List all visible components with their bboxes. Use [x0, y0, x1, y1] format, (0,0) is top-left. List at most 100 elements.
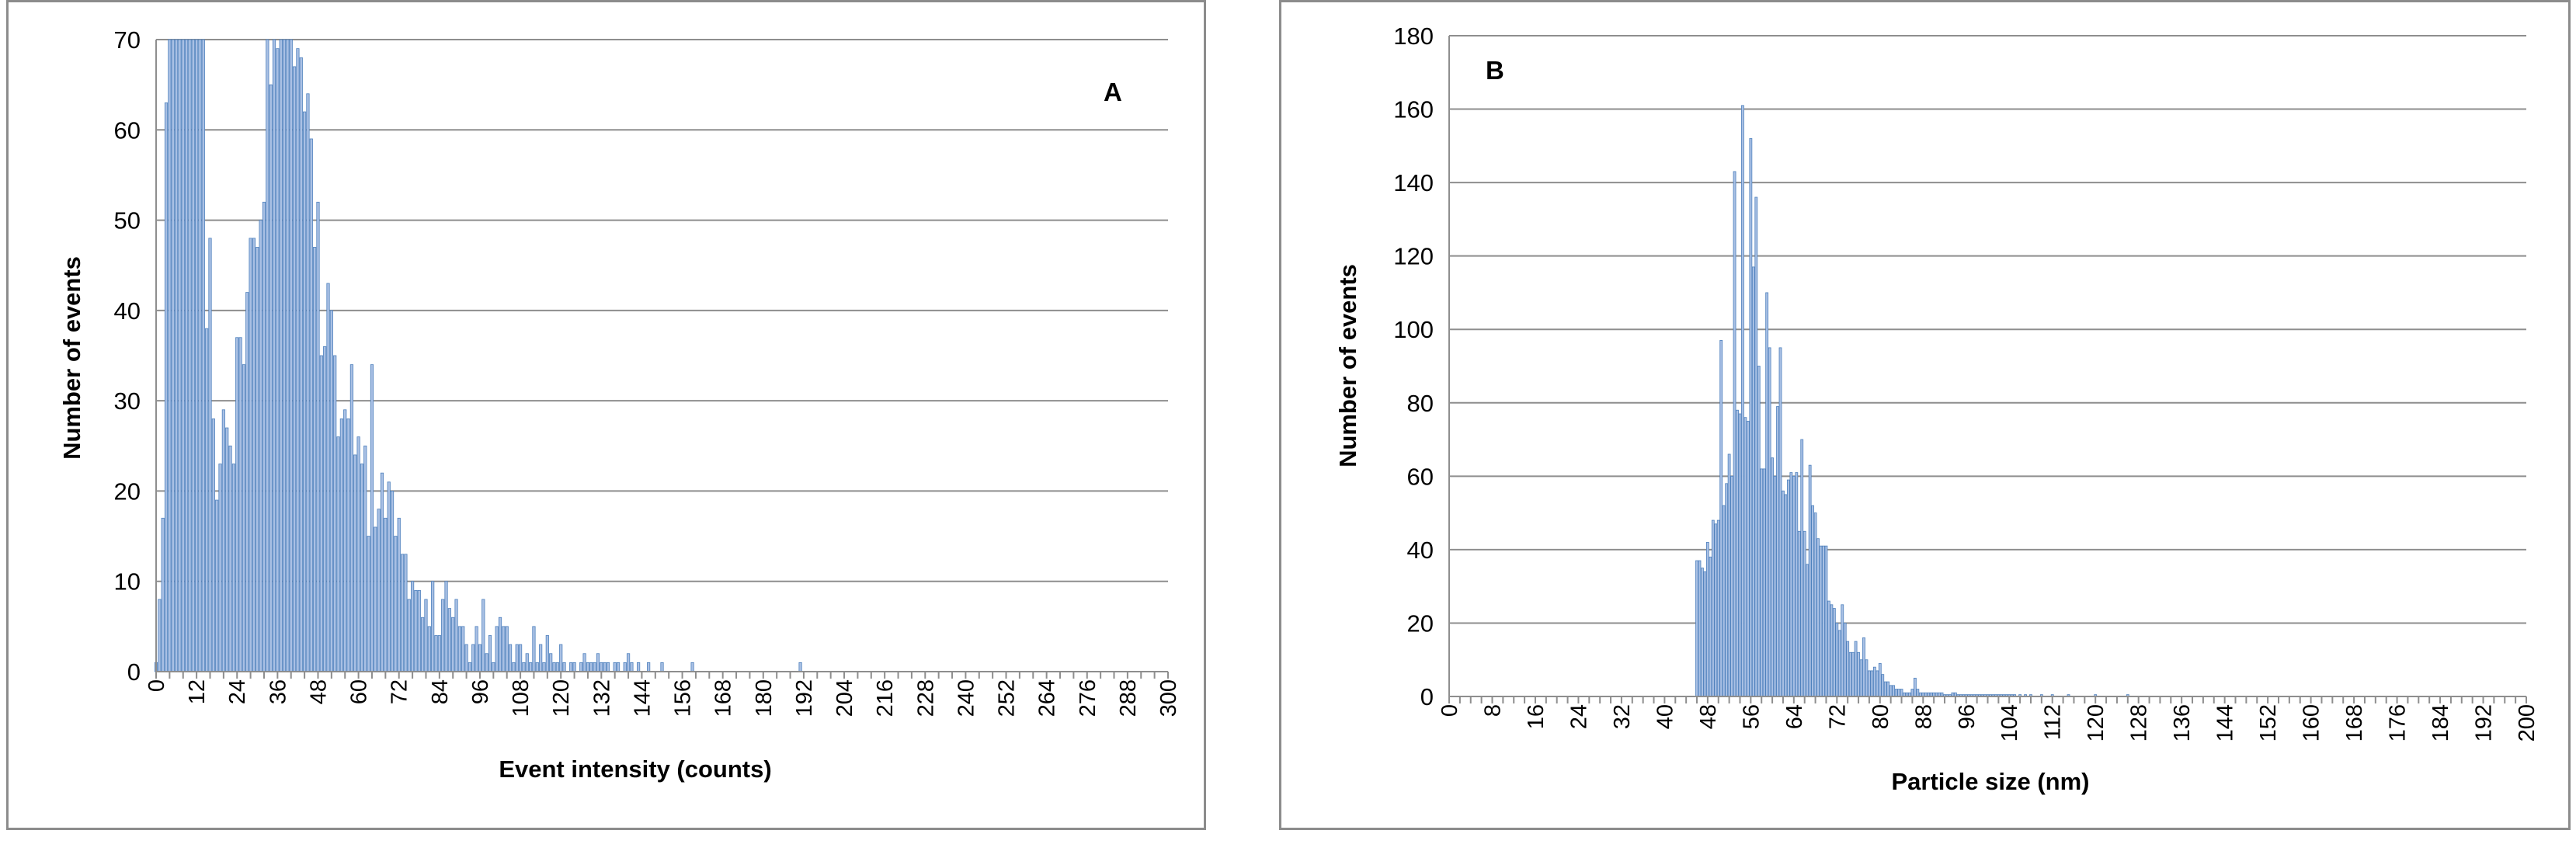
chart-a-bar: [555, 662, 559, 672]
chart-b-bar: [1848, 651, 1852, 697]
chart-a-bar: [468, 662, 472, 672]
chart-a-bar: [367, 536, 370, 672]
chart-a-bar: [349, 364, 354, 672]
chart-a-bar: [235, 337, 239, 672]
chart-a-bar: [333, 355, 337, 672]
chart-b-bar: [1782, 490, 1785, 697]
chart-a-y-tick-label: 60: [114, 116, 141, 144]
chart-a-y-axis-title: Number of events: [58, 256, 85, 460]
chart-a-bar: [215, 499, 219, 672]
chart-a-svg: 0 10 20 30 40 50 60 70 0 12 24 36 48 60 72 84 96 108 120 1…: [58, 26, 1181, 783]
chart-b-x-tick-label: 88: [1911, 704, 1936, 729]
chart-b-bar: [1730, 475, 1733, 697]
chart-b-bar: [1703, 571, 1707, 697]
chart-a-bar: [269, 84, 273, 672]
chart-b-bar: [1792, 475, 1796, 697]
chart-a-bar: [282, 39, 287, 672]
chart-b-bar: [1733, 171, 1736, 697]
chart-a-bar: [384, 517, 388, 672]
chart-b-bar: [1776, 406, 1779, 697]
chart-b-bar: [1698, 560, 1702, 697]
chart-b-gridlines: [1449, 35, 2526, 697]
chart-a-x-tick-label: 72: [388, 679, 412, 704]
chart-a-x-tick-labels: 0 12 24 36 48 60 72 84 96 108 120 132 144 156 168 180 19…: [144, 679, 1181, 717]
chart-b-y-axis-title: Number of events: [1334, 264, 1361, 467]
chart-a-bar: [471, 644, 475, 672]
chart-a-bar: [424, 599, 428, 672]
chart-a-bar: [488, 635, 492, 672]
chart-a-bar: [164, 102, 169, 672]
chart-a-bar: [582, 653, 586, 672]
chart-a-bar: [242, 364, 246, 672]
chart-b-bar: [1872, 666, 1876, 697]
chart-b-x-tick-labels: 0 8 16 24 32 40 48 56 64 72 80 88 96 104 112 120 128 136 1…: [1437, 704, 2539, 742]
chart-b-bar: [1787, 479, 1790, 697]
chart-b-x-tick-label: 24: [1566, 704, 1591, 729]
chart-b-x-tick-label: 176: [2386, 704, 2411, 742]
chart-a-bar: [353, 454, 357, 672]
chart-b-x-tick-label: 200: [2515, 704, 2539, 742]
chart-b-x-tick-label: 80: [1869, 704, 1893, 729]
chart-a-bar: [485, 653, 488, 672]
chart-b-bar: [1757, 366, 1761, 697]
chart-a-bar: [390, 491, 395, 672]
chart-b-bar: [1719, 340, 1723, 697]
chart-a-bar: [266, 39, 269, 672]
chart-a-bar: [464, 644, 468, 672]
chart-a-bar: [400, 554, 405, 672]
chart-a-x-tick-label: 48: [306, 679, 331, 704]
chart-b-bars: [1695, 105, 2129, 697]
chart-b-bar: [1881, 674, 1885, 697]
chart-a-bar: [195, 39, 199, 672]
chart-a-bar: [603, 662, 607, 672]
chart-a-bar: [626, 653, 631, 672]
chart-b-x-tick-label: 8: [1480, 704, 1505, 717]
chart-a-bar: [427, 626, 431, 672]
chart-b-x-tick-label: 104: [1997, 704, 2022, 742]
chart-a-y-tick-label: 40: [114, 297, 141, 325]
chart-b-bar: [1789, 472, 1793, 697]
chart-a-bar: [431, 581, 435, 672]
chart-a-bar: [326, 283, 330, 672]
chart-a-bar: [630, 662, 634, 672]
chart-a-bar: [407, 599, 411, 672]
chart-a-bar: [478, 644, 482, 672]
chart-a-bar: [309, 138, 313, 672]
chart-b-x-tick-label: 72: [1825, 704, 1850, 729]
chart-b-bar: [1778, 347, 1782, 697]
chart-a-bar: [545, 635, 549, 672]
chart-b-y-tick-label: 160: [1393, 96, 1434, 123]
chart-a-x-tick-label: 84: [428, 679, 453, 704]
chart-a-x-tick-label: 168: [711, 679, 736, 717]
chart-b-bar: [1773, 475, 1777, 697]
chart-a-bar: [593, 662, 596, 672]
chart-a-bar: [515, 644, 519, 672]
chart-a-bar: [262, 201, 266, 672]
chart-b-x-tick-label: 144: [2213, 704, 2238, 742]
chart-b-bar: [1868, 670, 1871, 697]
chart-a-bar: [184, 39, 189, 672]
chart-a-x-tick-label: 108: [509, 679, 534, 717]
chart-a-bar: [228, 445, 232, 672]
chart-b-x-tick-label: 16: [1524, 704, 1549, 729]
chart-b-y-tick-label: 80: [1407, 390, 1434, 417]
chart-a-bar: [660, 662, 664, 672]
chart-a-bar: [356, 436, 360, 672]
chart-a-bar: [529, 662, 533, 672]
chart-a-bar: [512, 662, 516, 672]
chart-b-x-tick-label: 64: [1782, 704, 1807, 729]
chart-b-x-tick-label: 112: [2041, 704, 2066, 740]
chart-b-y-tick-label: 60: [1407, 463, 1434, 490]
chart-a-x-axis-title: Event intensity (counts): [499, 755, 771, 783]
chart-a-x-tick-label: 276: [1076, 679, 1100, 717]
chart-b-x-tick-label: 40: [1653, 704, 1677, 729]
chart-a-bar: [589, 662, 593, 672]
chart-b-bar: [1843, 623, 1847, 697]
chart-a-bar: [191, 39, 195, 672]
chart-a-y-tick-label: 70: [114, 26, 141, 54]
chart-a-bar: [292, 66, 297, 672]
chart-a-x-tick-label: 96: [468, 679, 493, 704]
chart-b-bar: [1771, 457, 1774, 697]
chart-b-bar: [1846, 641, 1850, 697]
chart-a-bar: [174, 39, 179, 672]
